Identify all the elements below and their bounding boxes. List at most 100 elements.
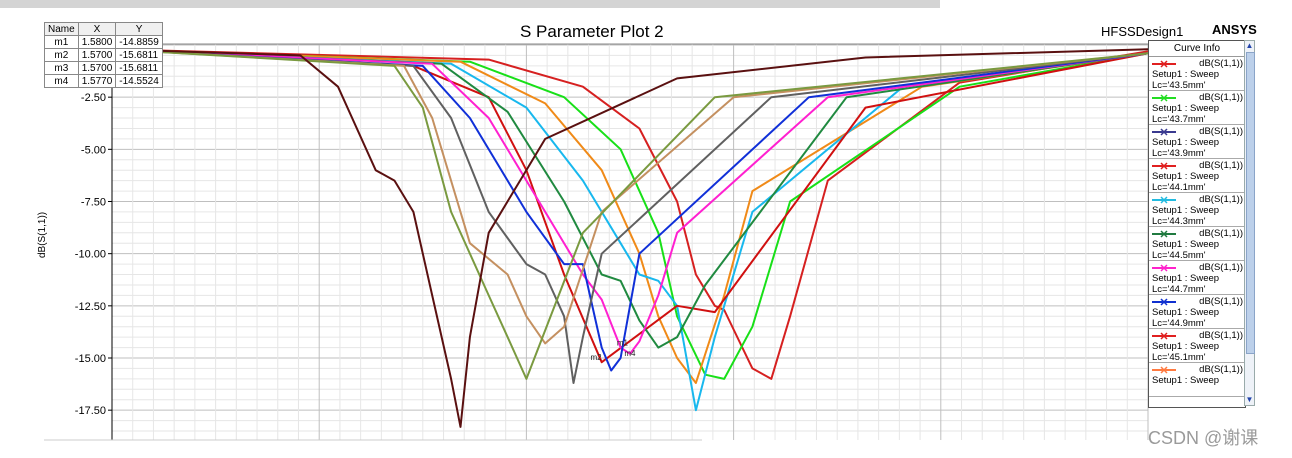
legend-expression: dB(S(1,1)) (1199, 58, 1243, 69)
table-row[interactable]: m1 1.5800 -14.8859 (44, 35, 163, 49)
plot-title: S Parameter Plot 2 (520, 22, 664, 41)
legend-line1: dB(S(1,1)) (1152, 228, 1243, 239)
marker-name: m3 (44, 61, 79, 75)
legend-line1: dB(S(1,1)) (1152, 160, 1243, 171)
legend-expression: dB(S(1,1)) (1199, 92, 1243, 103)
legend-item[interactable]: dB(S(1,1)) Setup1 : Sweep Lc='44.3mm' (1149, 193, 1245, 227)
marker-y: -15.6811 (115, 61, 163, 75)
legend-item[interactable]: dB(S(1,1)) Setup1 : Sweep Lc='44.1mm' (1149, 159, 1245, 193)
marker-y: -14.8859 (115, 35, 163, 49)
marker-table-header: Name X Y (44, 22, 163, 36)
legend-item[interactable]: dB(S(1,1)) Setup1 : Sweep Lc='44.7mm' (1149, 261, 1245, 295)
legend-swatch-icon (1152, 195, 1176, 204)
marker-y: -15.6811 (115, 48, 163, 62)
series-line-8 (111, 48, 1149, 384)
legend-swatch-icon (1152, 365, 1176, 374)
legend-line1: dB(S(1,1)) (1152, 92, 1243, 103)
curve-group (111, 48, 1149, 428)
scroll-up-icon[interactable]: ▲ (1245, 41, 1254, 50)
legend-expression: dB(S(1,1)) (1199, 364, 1243, 375)
legend-setup: Setup1 : Sweep (1152, 171, 1220, 182)
y-tick-label: -15.00 (75, 353, 106, 365)
legend-item[interactable]: dB(S(1,1)) Setup1 : Sweep Lc='44.9mm' (1149, 295, 1245, 329)
legend-item[interactable]: dB(S(1,1)) Setup1 : Sweep Lc='43.9mm' (1149, 125, 1245, 159)
legend-line1: dB(S(1,1)) (1152, 58, 1243, 69)
legend-expression: dB(S(1,1)) (1199, 262, 1243, 273)
top-toolbar-band (0, 0, 940, 8)
legend-line1: dB(S(1,1)) (1152, 296, 1243, 307)
legend-title: Curve Info (1149, 41, 1245, 57)
marker-labels: m1 m4 m2 (590, 338, 636, 362)
y-tick-label: -12.50 (75, 301, 106, 313)
legend-expression: dB(S(1,1)) (1199, 160, 1243, 171)
marker-col-x: X (77, 22, 117, 36)
legend-line1: dB(S(1,1)) (1152, 330, 1243, 341)
legend-setup: Setup1 : Sweep (1152, 375, 1220, 386)
legend-scrollbar[interactable]: ▲ ▼ (1244, 40, 1255, 406)
brand-logo-text: ANSYS (1212, 22, 1257, 37)
y-tick-label: -5.00 (81, 144, 106, 156)
table-row[interactable]: m2 1.5700 -15.6811 (44, 48, 163, 62)
legend-line1: dB(S(1,1)) (1152, 126, 1243, 137)
marker-x: 1.5700 (77, 48, 117, 62)
legend-setup: Setup1 : Sweep (1152, 137, 1220, 148)
series-line-2 (111, 48, 1149, 384)
legend-item[interactable]: dB(S(1,1)) Setup1 : Sweep Lc='45.1mm' (1149, 329, 1245, 363)
legend-item[interactable]: dB(S(1,1)) Setup1 : Sweep Lc='43.5mm' (1149, 57, 1245, 91)
legend-setup: Setup1 : Sweep (1152, 273, 1220, 284)
legend-setup: Setup1 : Sweep (1152, 307, 1220, 318)
table-row[interactable]: m4 1.5770 -14.5524 (44, 74, 163, 88)
marker-label: m2 (590, 353, 602, 362)
marker-name: m1 (44, 35, 79, 49)
series-line-11 (111, 48, 1149, 428)
legend-swatch-icon (1152, 59, 1176, 68)
scroll-thumb[interactable] (1246, 52, 1255, 354)
legend-swatch-icon (1152, 331, 1176, 340)
watermark: CSDN @谢课 (1148, 428, 1259, 448)
table-row[interactable]: m3 1.5700 -15.6811 (44, 61, 163, 75)
legend-variable: Lc='43.5mm' (1152, 80, 1206, 91)
legend-line1: dB(S(1,1)) (1152, 364, 1243, 375)
legend-item[interactable]: dB(S(1,1)) Setup1 : Sweep Lc='44.5mm' (1149, 227, 1245, 261)
legend-swatch-icon (1152, 263, 1176, 272)
legend-variable: Lc='44.9mm' (1152, 318, 1206, 329)
y-tick-label: -7.50 (81, 197, 106, 209)
scroll-down-icon[interactable]: ▼ (1245, 395, 1254, 404)
marker-name: m4 (44, 74, 79, 88)
marker-y: -14.5524 (115, 74, 163, 88)
legend-expression: dB(S(1,1)) (1199, 296, 1243, 307)
legend-variable: Lc='43.7mm' (1152, 114, 1206, 125)
marker-label: m4 (624, 349, 636, 358)
legend-setup: Setup1 : Sweep (1152, 239, 1220, 250)
legend-swatch-icon (1152, 229, 1176, 238)
y-tick-label: -17.50 (75, 405, 106, 417)
legend-item[interactable]: dB(S(1,1)) Setup1 : Sweep (1149, 363, 1245, 397)
marker-table[interactable]: Name X Y m1 1.5800 -14.8859 m2 1.5700 -1… (44, 22, 163, 88)
legend-line1: dB(S(1,1)) (1152, 262, 1243, 273)
marker-label: m1 (617, 338, 629, 347)
legend-swatch-icon (1152, 127, 1176, 136)
y-axis-label: dB(S(1,1)) (37, 211, 48, 258)
legend-setup: Setup1 : Sweep (1152, 205, 1220, 216)
legend-variable: Lc='44.3mm' (1152, 216, 1206, 227)
y-tick-labels: -2.50 -5.00 -7.50 -10.00 -12.50 -15.00 -17.50 (75, 92, 112, 417)
legend-items: dB(S(1,1)) Setup1 : Sweep Lc='43.5mm' dB(S(… (1149, 57, 1245, 397)
legend-expression: dB(S(1,1)) (1199, 194, 1243, 205)
legend-expression: dB(S(1,1)) (1199, 330, 1243, 341)
legend-variable: Lc='45.1mm' (1152, 352, 1206, 363)
legend-expression: dB(S(1,1)) (1199, 126, 1243, 137)
legend-swatch-icon (1152, 93, 1176, 102)
curve-info-legend[interactable]: Curve Info dB(S(1,1)) Setup1 : Sweep Lc='4… (1148, 40, 1246, 408)
legend-setup: Setup1 : Sweep (1152, 341, 1220, 352)
series-line-3 (111, 48, 1149, 412)
marker-x: 1.5770 (77, 74, 117, 88)
series-line-9 (111, 48, 1149, 345)
series-line-6 (111, 48, 1149, 355)
legend-item[interactable]: dB(S(1,1)) Setup1 : Sweep Lc='43.7mm' (1149, 91, 1245, 125)
marker-col-name: Name (44, 22, 79, 36)
series-line-10 (111, 48, 1149, 380)
marker-x: 1.5800 (77, 35, 117, 49)
marker-x: 1.5700 (77, 61, 117, 75)
series-line-7 (111, 48, 1149, 372)
